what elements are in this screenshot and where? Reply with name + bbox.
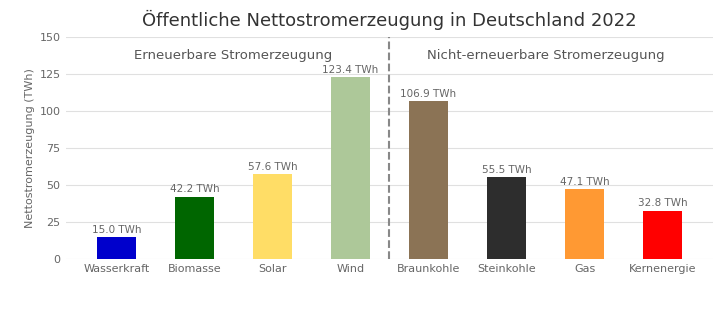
Y-axis label: Nettostromerzeugung (TWh): Nettostromerzeugung (TWh) <box>25 68 36 228</box>
Bar <box>331 77 370 259</box>
Bar <box>97 237 136 259</box>
Text: 32.8 TWh: 32.8 TWh <box>638 198 687 208</box>
Bar <box>175 197 214 259</box>
Bar <box>409 101 448 259</box>
Text: 106.9 TWh: 106.9 TWh <box>400 89 456 99</box>
Text: 123.4 TWh: 123.4 TWh <box>323 65 379 75</box>
Text: 15.0 TWh: 15.0 TWh <box>92 225 141 235</box>
Bar <box>487 177 526 259</box>
Bar <box>253 174 292 259</box>
Title: Öffentliche Nettostromerzeugung in Deutschland 2022: Öffentliche Nettostromerzeugung in Deuts… <box>142 10 637 30</box>
Bar <box>643 211 682 259</box>
Text: 57.6 TWh: 57.6 TWh <box>248 162 297 172</box>
Text: 42.2 TWh: 42.2 TWh <box>170 184 219 194</box>
Text: 55.5 TWh: 55.5 TWh <box>482 165 531 175</box>
Bar <box>565 189 604 259</box>
Text: 47.1 TWh: 47.1 TWh <box>560 177 609 187</box>
Text: Erneuerbare Stromerzeugung: Erneuerbare Stromerzeugung <box>134 49 333 62</box>
Text: Nicht-erneuerbare Stromerzeugung: Nicht-erneuerbare Stromerzeugung <box>427 49 665 62</box>
